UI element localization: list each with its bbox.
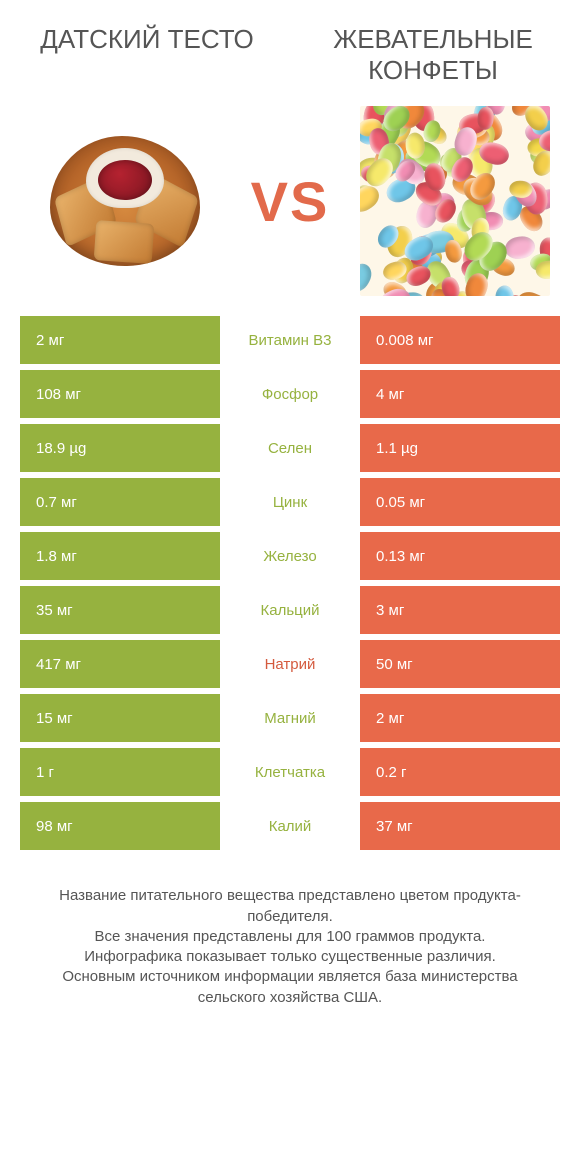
- left-value-cell: 98 мг: [20, 802, 220, 850]
- right-product-image: [360, 106, 550, 296]
- right-value-cell: 50 мг: [360, 640, 560, 688]
- nutrient-label: Клетчатка: [220, 748, 360, 796]
- right-value-cell: 37 мг: [360, 802, 560, 850]
- left-value-cell: 2 мг: [20, 316, 220, 364]
- right-value-cell: 0.13 мг: [360, 532, 560, 580]
- left-product-image: [30, 106, 220, 296]
- nutrient-label: Магний: [220, 694, 360, 742]
- footer-line-4: Основным источником информации является …: [28, 967, 552, 1008]
- vs-label: VS: [251, 169, 330, 234]
- table-row: 0.7 мгЦинк0.05 мг: [20, 478, 560, 526]
- table-row: 1.8 мгЖелезо0.13 мг: [20, 532, 560, 580]
- nutrient-label: Калий: [220, 802, 360, 850]
- right-value-cell: 2 мг: [360, 694, 560, 742]
- nutrient-label: Цинк: [220, 478, 360, 526]
- left-value-cell: 35 мг: [20, 586, 220, 634]
- left-product-title: ДАТСКИЙ ТЕСТО: [30, 24, 264, 55]
- images-row: VS: [0, 96, 580, 316]
- right-value-cell: 0.05 мг: [360, 478, 560, 526]
- footer-line-2: Все значения представлены для 100 граммо…: [28, 927, 552, 947]
- nutrient-label: Кальций: [220, 586, 360, 634]
- table-row: 15 мгМагний2 мг: [20, 694, 560, 742]
- left-value-cell: 108 мг: [20, 370, 220, 418]
- nutrient-label: Железо: [220, 532, 360, 580]
- table-row: 417 мгНатрий50 мг: [20, 640, 560, 688]
- comparison-table: 2 мгВитамин B30.008 мг108 мгФосфор4 мг18…: [0, 316, 580, 856]
- left-value-cell: 18.9 µg: [20, 424, 220, 472]
- table-row: 2 мгВитамин B30.008 мг: [20, 316, 560, 364]
- header-left: ДАТСКИЙ ТЕСТО: [30, 24, 264, 86]
- nutrient-label: Натрий: [220, 640, 360, 688]
- nutrient-label: Витамин B3: [220, 316, 360, 364]
- right-value-cell: 0.2 г: [360, 748, 560, 796]
- header: ДАТСКИЙ ТЕСТО ЖЕВАТЕЛЬНЫЕ КОНФЕТЫ: [0, 0, 580, 96]
- table-row: 35 мгКальций3 мг: [20, 586, 560, 634]
- left-value-cell: 1.8 мг: [20, 532, 220, 580]
- right-value-cell: 4 мг: [360, 370, 560, 418]
- left-value-cell: 15 мг: [20, 694, 220, 742]
- table-row: 98 мгКалий37 мг: [20, 802, 560, 850]
- nutrient-label: Фосфор: [220, 370, 360, 418]
- left-value-cell: 1 г: [20, 748, 220, 796]
- left-value-cell: 417 мг: [20, 640, 220, 688]
- header-right: ЖЕВАТЕЛЬНЫЕ КОНФЕТЫ: [316, 24, 550, 86]
- infographic-container: ДАТСКИЙ ТЕСТО ЖЕВАТЕЛЬНЫЕ КОНФЕТЫ VS 2 м…: [0, 0, 580, 1174]
- right-value-cell: 0.008 мг: [360, 316, 560, 364]
- table-row: 18.9 µgСелен1.1 µg: [20, 424, 560, 472]
- footer-notes: Название питательного вещества представл…: [0, 856, 580, 1008]
- table-row: 108 мгФосфор4 мг: [20, 370, 560, 418]
- danish-pastry-icon: [50, 136, 200, 266]
- right-product-title: ЖЕВАТЕЛЬНЫЕ КОНФЕТЫ: [316, 24, 550, 86]
- footer-line-3: Инфографика показывает только существенн…: [28, 947, 552, 967]
- right-value-cell: 1.1 µg: [360, 424, 560, 472]
- table-row: 1 гКлетчатка0.2 г: [20, 748, 560, 796]
- jellybeans-icon: [360, 106, 550, 296]
- right-value-cell: 3 мг: [360, 586, 560, 634]
- footer-line-1: Название питательного вещества представл…: [28, 886, 552, 927]
- left-value-cell: 0.7 мг: [20, 478, 220, 526]
- nutrient-label: Селен: [220, 424, 360, 472]
